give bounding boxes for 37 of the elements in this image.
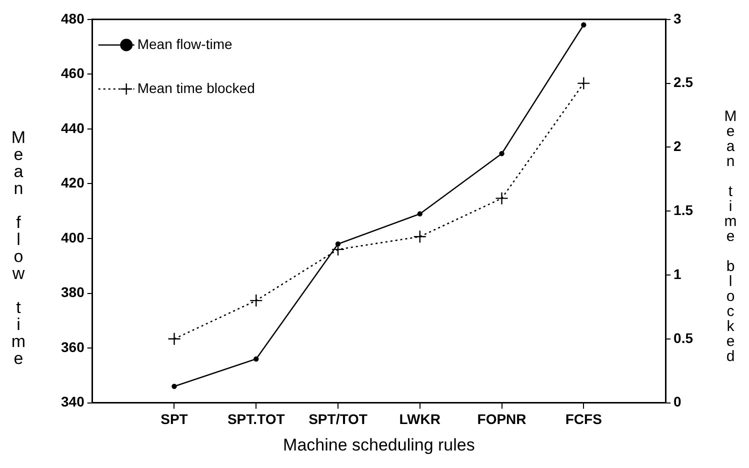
- y2-tick-label: 1.5: [674, 202, 694, 218]
- point: [581, 22, 586, 28]
- y2-tick-label: 2.5: [674, 74, 694, 90]
- x-tick-label: SPT.TOT: [227, 411, 286, 428]
- point: [413, 230, 426, 244]
- point: [168, 332, 181, 346]
- y-tick-label: 480: [61, 10, 85, 26]
- x-tick-label: FOPNR: [477, 411, 526, 428]
- point: [495, 192, 508, 205]
- y-tick-label: 400: [61, 229, 85, 246]
- x-axis-title: Machine scheduling rules: [283, 435, 475, 454]
- y-tick-label: 440: [61, 120, 85, 136]
- y-tick-label: 380: [61, 284, 85, 300]
- point: [335, 241, 341, 247]
- point: [417, 211, 422, 216]
- x-tick-label: LWKR: [399, 411, 440, 428]
- x-tick-label: FCFS: [565, 411, 602, 428]
- point: [499, 150, 504, 156]
- y-tick-label: 360: [61, 338, 85, 355]
- legend-label: Mean flow-time: [137, 36, 232, 52]
- y2-tick-label: 3: [674, 10, 682, 26]
- y-axis-title: Mean flow time: [9, 128, 28, 366]
- y2-tick-label: 1: [674, 266, 682, 282]
- y2-tick-label: 2: [674, 138, 682, 154]
- y2-tick-label: 0: [674, 394, 682, 410]
- point: [172, 384, 177, 389]
- point: [254, 356, 259, 362]
- point: [577, 76, 590, 90]
- legend-label: Mean time blocked: [137, 80, 255, 96]
- y-tick-label: 420: [61, 174, 85, 191]
- y2-tick-label: 0.5: [674, 330, 694, 346]
- y-tick-label: 340: [61, 394, 85, 410]
- point: [250, 294, 263, 308]
- y2-axis-title: Mean time blocked: [722, 108, 739, 363]
- x-tick-label: SPT: [160, 411, 188, 428]
- x-tick-label: SPT/TOT: [308, 411, 368, 428]
- y-tick-label: 460: [61, 65, 85, 82]
